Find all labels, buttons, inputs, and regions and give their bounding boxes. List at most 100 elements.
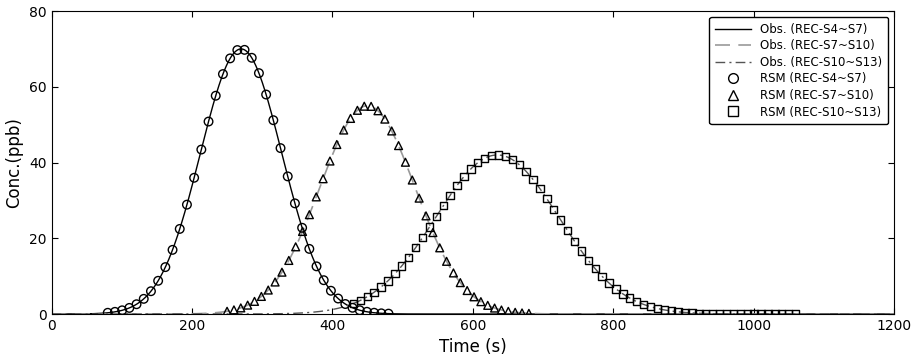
RSM (REC-S10~S13): [492, 152, 506, 158]
RSM (REC-S10~S13): [547, 206, 561, 212]
RSM (REC-S10~S13): [705, 311, 720, 316]
Obs. (REC-S4~S7): [370, 311, 381, 315]
RSM (REC-S10~S13): [463, 166, 478, 172]
Obs. (REC-S10~S13): [46, 312, 57, 316]
RSM (REC-S7~S10): [240, 302, 255, 308]
RSM (REC-S7~S10): [220, 308, 235, 314]
RSM (REC-S4~S7): [150, 278, 165, 284]
RSM (REC-S7~S10): [370, 108, 385, 114]
RSM (REC-S4~S7): [259, 92, 273, 97]
RSM (REC-S10~S13): [359, 294, 374, 300]
Obs. (REC-S4~S7): [781, 312, 792, 316]
RSM (REC-S4~S7): [381, 311, 396, 316]
Obs. (REC-S7~S10): [781, 312, 792, 316]
RSM (REC-S10~S13): [623, 295, 637, 301]
RSM (REC-S4~S7): [165, 247, 180, 253]
Obs. (REC-S7~S10): [193, 311, 204, 316]
RSM (REC-S7~S10): [248, 298, 262, 304]
RSM (REC-S10~S13): [602, 280, 616, 286]
RSM (REC-S4~S7): [238, 47, 252, 53]
Obs. (REC-S10~S13): [889, 312, 900, 316]
RSM (REC-S10~S13): [539, 196, 554, 202]
RSM (REC-S10~S13): [664, 308, 679, 314]
RSM (REC-S7~S10): [412, 195, 426, 201]
Obs. (REC-S10~S13): [405, 252, 416, 256]
RSM (REC-S7~S10): [323, 158, 337, 164]
RSM (REC-S10~S13): [733, 311, 747, 317]
RSM (REC-S7~S10): [329, 142, 344, 147]
RSM (REC-S4~S7): [367, 310, 381, 316]
RSM (REC-S7~S10): [302, 212, 316, 218]
RSM (REC-S7~S10): [459, 288, 474, 294]
RSM (REC-S10~S13): [678, 310, 692, 315]
RSM (REC-S7~S10): [315, 176, 330, 182]
RSM (REC-S10~S13): [525, 177, 540, 182]
Obs. (REC-S7~S10): [406, 176, 417, 180]
RSM (REC-S10~S13): [449, 182, 464, 188]
RSM (REC-S4~S7): [309, 264, 324, 269]
RSM (REC-S10~S13): [512, 162, 526, 168]
RSM (REC-S10~S13): [381, 278, 395, 284]
RSM (REC-S4~S7): [115, 307, 129, 313]
RSM (REC-S7~S10): [268, 279, 282, 285]
RSM (REC-S4~S7): [129, 301, 144, 307]
RSM (REC-S10~S13): [429, 214, 444, 219]
RSM (REC-S10~S13): [519, 168, 534, 174]
Obs. (REC-S4~S7): [872, 312, 883, 316]
RSM (REC-S7~S10): [487, 305, 502, 311]
RSM (REC-S4~S7): [302, 246, 316, 252]
RSM (REC-S10~S13): [615, 291, 630, 297]
RSM (REC-S10~S13): [740, 311, 755, 317]
RSM (REC-S7~S10): [384, 128, 399, 134]
RSM (REC-S10~S13): [691, 310, 706, 316]
RSM (REC-S7~S10): [337, 127, 351, 133]
RSM (REC-S7~S10): [425, 230, 440, 235]
RSM (REC-S7~S10): [453, 280, 468, 286]
RSM (REC-S7~S10): [350, 108, 365, 113]
RSM (REC-S10~S13): [754, 311, 768, 317]
RSM (REC-S10~S13): [394, 263, 409, 269]
RSM (REC-S10~S13): [408, 245, 423, 251]
Obs. (REC-S7~S10): [142, 312, 153, 316]
RSM (REC-S10~S13): [353, 298, 368, 303]
RSM (REC-S7~S10): [467, 294, 481, 300]
RSM (REC-S7~S10): [226, 307, 241, 313]
RSM (REC-S4~S7): [331, 296, 346, 302]
RSM (REC-S7~S10): [364, 104, 379, 109]
RSM (REC-S7~S10): [419, 213, 434, 219]
RSM (REC-S10~S13): [568, 238, 582, 244]
RSM (REC-S10~S13): [574, 248, 589, 254]
RSM (REC-S10~S13): [422, 224, 436, 230]
RSM (REC-S4~S7): [101, 310, 116, 316]
Obs. (REC-S10~S13): [142, 312, 153, 316]
RSM (REC-S10~S13): [713, 311, 727, 317]
Obs. (REC-S10~S13): [369, 290, 380, 294]
RSM (REC-S7~S10): [446, 270, 460, 276]
Line: Obs. (REC-S4~S7): Obs. (REC-S4~S7): [51, 49, 894, 314]
RSM (REC-S7~S10): [405, 177, 420, 183]
RSM (REC-S4~S7): [245, 55, 260, 61]
RSM (REC-S10~S13): [760, 311, 775, 317]
Obs. (REC-S4~S7): [406, 312, 417, 316]
RSM (REC-S10~S13): [781, 311, 796, 317]
RSM (REC-S4~S7): [107, 309, 122, 315]
RSM (REC-S10~S13): [775, 311, 790, 317]
RSM (REC-S4~S7): [137, 296, 151, 302]
RSM (REC-S10~S13): [609, 286, 624, 292]
RSM (REC-S10~S13): [685, 310, 700, 316]
RSM (REC-S4~S7): [230, 47, 245, 53]
RSM (REC-S4~S7): [352, 307, 367, 313]
RSM (REC-S4~S7): [215, 71, 230, 77]
Obs. (REC-S4~S7): [889, 312, 900, 316]
Obs. (REC-S10~S13): [492, 153, 503, 157]
RSM (REC-S10~S13): [581, 257, 596, 263]
RSM (REC-S4~S7): [374, 311, 389, 316]
RSM (REC-S4~S7): [122, 305, 137, 311]
Obs. (REC-S10~S13): [193, 312, 204, 316]
RSM (REC-S10~S13): [768, 311, 782, 317]
RSM (REC-S10~S13): [588, 266, 602, 272]
RSM (REC-S7~S10): [234, 305, 249, 311]
RSM (REC-S4~S7): [324, 288, 338, 294]
RSM (REC-S4~S7): [180, 202, 194, 207]
RSM (REC-S10~S13): [595, 273, 610, 279]
